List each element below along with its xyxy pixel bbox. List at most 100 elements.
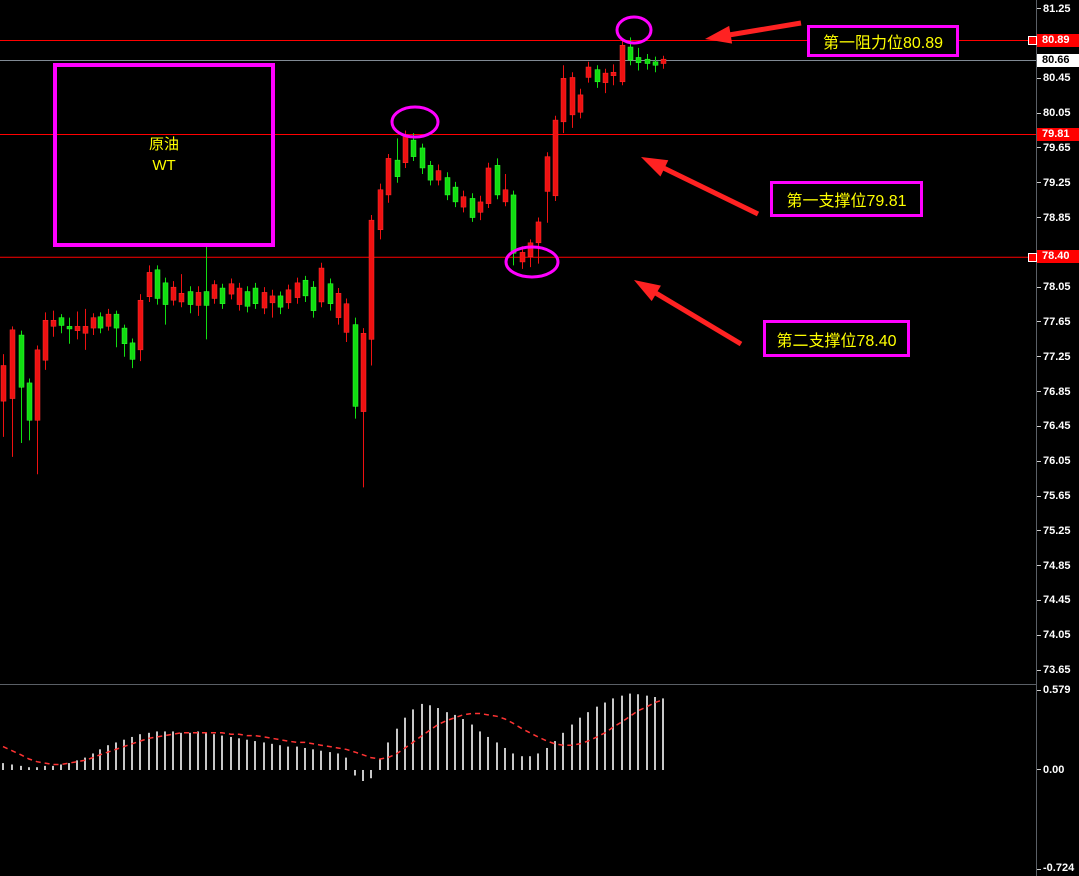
- histogram-bar: [52, 765, 54, 770]
- price-tick-label: 79.25: [1043, 176, 1071, 189]
- candlestick: [402, 134, 409, 163]
- level-line-marker[interactable]: [1028, 36, 1037, 46]
- candlestick: [105, 313, 112, 327]
- candlestick: [594, 69, 601, 83]
- price-tick-label: 78.05: [1043, 281, 1071, 294]
- price-tick-label: 80.45: [1043, 72, 1071, 85]
- price-tick-label: 73.65: [1043, 664, 1071, 677]
- support1-label-text: 第一支撑位79.81: [786, 193, 907, 210]
- pane-separator[interactable]: [0, 684, 1079, 685]
- instrument-annotation-box[interactable]: 原油 WT: [53, 63, 275, 247]
- signal-line: [2, 699, 664, 766]
- price-axis-tick: [1037, 321, 1041, 323]
- candlestick: [602, 72, 609, 83]
- candlestick: [635, 57, 642, 63]
- candlestick: [187, 291, 194, 305]
- indicator-tick-label: -0.724: [1043, 862, 1075, 874]
- indicator-axis-tick: [1037, 689, 1041, 691]
- price-tick-label: 76.85: [1043, 385, 1071, 398]
- candlestick: [485, 167, 492, 204]
- annotation-arrow-shaft[interactable]: [659, 164, 760, 217]
- candlestick: [178, 293, 185, 303]
- price-axis-tick: [1037, 634, 1041, 636]
- support2-label-box[interactable]: 第二支撑位78.40: [763, 320, 910, 357]
- histogram-bar: [221, 735, 223, 770]
- histogram-bar: [329, 752, 331, 770]
- histogram-bar: [213, 734, 215, 770]
- histogram-bar: [189, 732, 191, 770]
- main-chart[interactable]: [0, 0, 1036, 684]
- candlestick: [294, 282, 301, 298]
- price-tick-label: 78.85: [1043, 211, 1071, 224]
- candlestick: [252, 287, 259, 304]
- candlestick: [619, 45, 626, 83]
- annotation-arrow-head[interactable]: [641, 157, 669, 177]
- histogram-bar: [197, 731, 199, 770]
- histogram-bar: [612, 698, 614, 770]
- candlestick: [502, 189, 509, 203]
- price-axis[interactable]: 81.25 80.45 80.05 79.65 79.25 78.85 78.05 77.65…: [1037, 0, 1079, 876]
- price-tick-label: 75.25: [1043, 524, 1071, 537]
- histogram-bar: [471, 724, 473, 770]
- histogram-bar: [362, 769, 364, 781]
- histogram-bar: [320, 750, 322, 770]
- histogram-bar: [238, 738, 240, 770]
- price-tick-label: 74.45: [1043, 594, 1071, 607]
- histogram-bar: [156, 731, 158, 770]
- histogram-bar: [621, 695, 623, 770]
- candlestick: [269, 295, 276, 304]
- candlestick: [560, 78, 567, 123]
- resistance-label-box[interactable]: 第一阻力位80.89: [807, 25, 959, 57]
- candlestick: [452, 186, 459, 203]
- candlestick: [519, 252, 526, 263]
- histogram-bar: [379, 758, 381, 770]
- candlestick: [377, 189, 384, 230]
- price-axis-tick: [1037, 112, 1041, 114]
- histogram-bar: [421, 703, 423, 770]
- price-tick-label: 76.05: [1043, 455, 1071, 468]
- support1-label-box[interactable]: 第一支撑位79.81: [770, 181, 923, 217]
- price-tick-label: 74.85: [1043, 559, 1071, 572]
- histogram-bar: [296, 746, 298, 770]
- candlestick: [58, 317, 65, 326]
- highlight-ellipse[interactable]: [615, 15, 653, 45]
- annotation-arrow-head[interactable]: [705, 25, 733, 44]
- candlestick: [368, 219, 375, 340]
- histogram-bar: [131, 736, 133, 770]
- candlestick: [460, 196, 467, 208]
- histogram-bar: [279, 745, 281, 770]
- price-axis-tick: [1037, 286, 1041, 288]
- candlestick: [435, 170, 442, 181]
- price-axis-tick: [1037, 182, 1041, 184]
- annotation-arrow-shaft[interactable]: [726, 20, 802, 38]
- candlestick: [318, 267, 325, 303]
- price-tick-label: 77.25: [1043, 350, 1071, 363]
- axis-border: [1036, 0, 1037, 876]
- histogram-bar: [404, 717, 406, 770]
- histogram-bar: [529, 756, 531, 770]
- histogram-bar: [537, 753, 539, 770]
- histogram-bar: [454, 714, 456, 770]
- candlestick: [154, 269, 161, 299]
- candlestick: [261, 292, 268, 309]
- highlight-ellipse[interactable]: [504, 245, 560, 279]
- candlestick: [285, 289, 292, 304]
- annotation-arrow-shaft[interactable]: [651, 289, 743, 347]
- indicator-pane[interactable]: [0, 686, 1036, 876]
- histogram-bar: [28, 767, 30, 770]
- candlestick: [90, 317, 97, 329]
- histogram-bar: [99, 749, 101, 770]
- annotation-arrow-head[interactable]: [634, 280, 661, 302]
- histogram-bar: [271, 743, 273, 770]
- histogram-bar: [36, 767, 38, 770]
- candlestick: [18, 334, 25, 388]
- highlight-ellipse[interactable]: [390, 105, 440, 139]
- instrument-name-line2: WT: [152, 157, 176, 174]
- candlestick: [9, 329, 16, 399]
- histogram-bar: [646, 695, 648, 770]
- histogram-bar: [84, 757, 86, 770]
- level-line-marker[interactable]: [1028, 252, 1037, 262]
- indicator-axis-tick: [1037, 869, 1041, 871]
- candlestick: [244, 291, 251, 307]
